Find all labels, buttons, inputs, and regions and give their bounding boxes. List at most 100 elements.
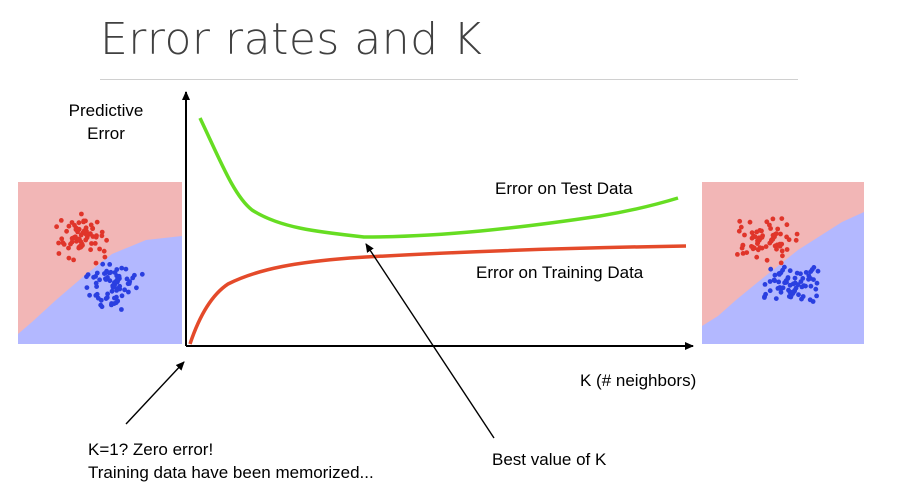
scatter-point [790, 281, 796, 287]
scatter-point [800, 276, 806, 281]
scatter-point [102, 254, 108, 260]
scatter-point [762, 282, 768, 287]
scatter-point [780, 267, 785, 273]
scatter-point [109, 288, 115, 294]
scatter-point [93, 260, 99, 266]
scatter-point [813, 286, 819, 292]
scatter-point [84, 285, 90, 290]
test-curve-label: Error on Test Data [495, 179, 633, 198]
scatter-point [126, 281, 132, 286]
scatter-point [64, 228, 69, 234]
scatter-point [94, 219, 100, 225]
scatter-point [115, 298, 121, 304]
title-divider [100, 79, 798, 80]
scatter-point [94, 291, 100, 297]
scatter-point [56, 240, 61, 246]
scatter-point [760, 233, 765, 239]
scatter-point [735, 252, 740, 257]
scatter-point [768, 266, 774, 272]
scatter-point [66, 223, 72, 229]
scatter-point [88, 222, 94, 228]
scatter-point [69, 239, 75, 245]
scatter-point [61, 242, 67, 247]
scatter-point [806, 273, 812, 278]
scatter-point [800, 294, 806, 299]
scatter-point [93, 234, 99, 240]
k1-annotation-arrow [125, 361, 185, 425]
scatter-point [66, 255, 72, 261]
scatter-point [747, 219, 753, 225]
scatter-point [132, 272, 137, 278]
test-error-curve [198, 117, 679, 239]
scatter-point [87, 292, 92, 298]
scatter-point [109, 302, 114, 308]
train-curve-label: Error on Training Data [476, 263, 644, 282]
scatter-point [784, 247, 790, 252]
scatter-point [107, 278, 113, 284]
scatter-point [808, 283, 814, 289]
scatter-point [79, 211, 84, 217]
y-axis-label: Predictive Error [58, 99, 154, 145]
scatter-point [740, 251, 746, 256]
scatter-point [814, 293, 819, 299]
scatter-point [119, 293, 125, 299]
scatter-point [786, 294, 792, 299]
scatter-point [771, 277, 777, 283]
scatter-point [104, 295, 110, 300]
scatter-point [89, 241, 94, 246]
scatter-point [102, 271, 107, 276]
scatter-point [779, 248, 785, 254]
scatter-point [767, 288, 773, 294]
scatter-point [76, 220, 82, 226]
y-axis-label-line2: Error [87, 124, 125, 143]
scatter-point [798, 271, 803, 277]
scatter-point [763, 244, 769, 250]
panel-right-blue-region [702, 212, 864, 344]
k1-annotation-line1: K=1? Zero error! [88, 440, 214, 459]
scatter-point [107, 262, 113, 267]
scatter-point [92, 241, 98, 246]
scatter-point [123, 266, 129, 272]
scatter-point [779, 216, 785, 222]
scatter-point [811, 265, 817, 270]
scatter-point [776, 279, 782, 285]
decision-panel-right [702, 182, 864, 344]
scatter-point [139, 271, 145, 277]
panel-left-red-points [54, 211, 109, 266]
k1-annotation: K=1? Zero error! Training data have been… [88, 438, 374, 484]
scatter-point [793, 237, 799, 243]
scatter-point [794, 231, 800, 237]
scatter-point [773, 296, 779, 301]
panel-right-red-points [735, 216, 800, 266]
scatter-point [790, 289, 795, 295]
scatter-point [85, 272, 91, 277]
slide-title: Error rates and K [100, 14, 483, 65]
scatter-point [103, 276, 108, 282]
scatter-point [796, 292, 801, 298]
scatter-point [764, 257, 770, 263]
best-k-label: Best value of K [492, 450, 607, 469]
panel-left-blue-region [18, 236, 182, 344]
scatter-point [787, 268, 793, 274]
scatter-point [778, 260, 784, 266]
scatter-point [815, 268, 821, 274]
scatter-point [803, 283, 808, 289]
scatter-point [778, 289, 784, 295]
scatter-point [97, 277, 102, 283]
training-error-curve [188, 244, 687, 345]
scatter-point [764, 219, 770, 225]
scatter-point [56, 251, 62, 256]
scatter-point [776, 271, 782, 277]
scatter-point [119, 307, 124, 312]
scatter-point [772, 272, 778, 278]
scatter-point [115, 277, 120, 282]
scatter-point [112, 270, 118, 275]
scatter-point [744, 250, 750, 256]
scatter-point [66, 245, 71, 251]
scatter-point [784, 234, 789, 240]
scatter-point [119, 265, 125, 271]
scatter-point [99, 233, 105, 239]
scatter-point [767, 222, 772, 228]
scatter-point [749, 230, 755, 236]
